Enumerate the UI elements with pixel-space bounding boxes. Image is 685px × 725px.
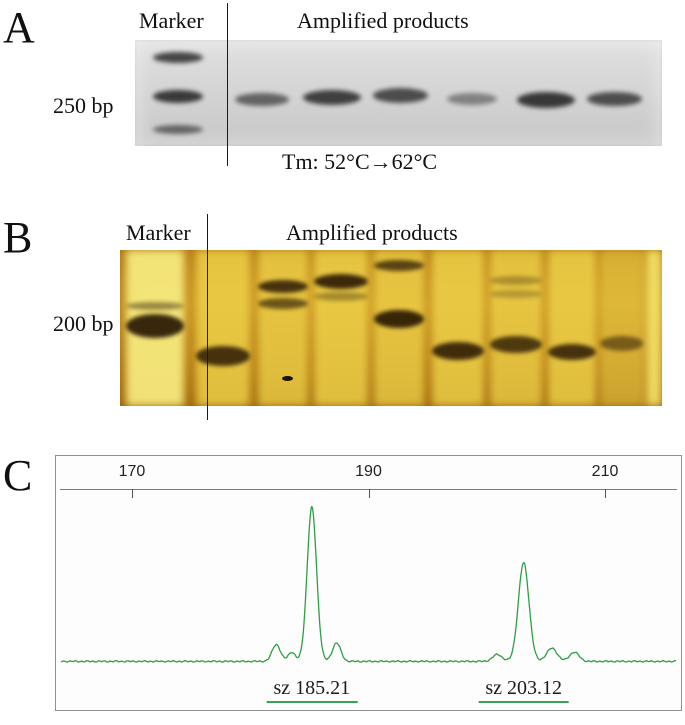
peak-size-label: sz 185.21 bbox=[266, 677, 358, 703]
gel-band bbox=[587, 92, 642, 106]
x-axis-tick-label: 170 bbox=[118, 463, 146, 480]
gel-lane-streak bbox=[490, 250, 542, 406]
x-axis-tick bbox=[605, 489, 607, 498]
gel-band bbox=[235, 93, 289, 106]
gel-band bbox=[432, 342, 484, 360]
x-axis-tick bbox=[131, 489, 133, 498]
gel-band bbox=[447, 93, 497, 105]
gel-band bbox=[490, 336, 542, 353]
electropherogram-chart: 170 190 210 sz 185.21 sz 203.12 bbox=[55, 455, 682, 711]
gel-band bbox=[258, 298, 308, 309]
gel-band bbox=[374, 260, 424, 271]
panel-a-products-label: Amplified products bbox=[297, 8, 469, 33]
panel-a-caption: Tm: 52°C→62°C bbox=[282, 149, 438, 174]
gel-band bbox=[314, 274, 368, 289]
gel-lane-streak bbox=[432, 250, 484, 406]
gel-band bbox=[314, 292, 368, 301]
panel-b-size-label: 200 bp bbox=[53, 311, 114, 336]
gel-band bbox=[548, 344, 596, 360]
x-axis-tick bbox=[368, 489, 370, 498]
panel-b-products-label: Amplified products bbox=[286, 220, 458, 245]
electropherogram-trace bbox=[60, 505, 677, 663]
panel-c-letter: C bbox=[3, 451, 33, 500]
panel-a-letter: A bbox=[3, 3, 35, 52]
gel-band bbox=[517, 92, 575, 108]
gel-band bbox=[196, 346, 250, 366]
gel-band bbox=[303, 90, 361, 105]
gel-speck bbox=[282, 376, 293, 381]
gel-band bbox=[374, 310, 424, 328]
gel-lane-streak bbox=[600, 250, 644, 406]
panel-b-gel-image bbox=[120, 250, 662, 406]
gel-lane-streak bbox=[258, 250, 308, 406]
panel-a-lane-divider bbox=[227, 3, 228, 166]
gel-band bbox=[153, 125, 203, 134]
panel-b-lane-divider bbox=[207, 214, 208, 420]
panel-a-marker-label: Marker bbox=[139, 8, 204, 33]
gel-lane-streak bbox=[646, 250, 662, 406]
gel-lane-streak bbox=[196, 250, 250, 406]
panel-a-gel-image bbox=[135, 40, 662, 146]
gel-lane-streak bbox=[548, 250, 596, 406]
gel-band bbox=[490, 276, 542, 285]
gel-band bbox=[153, 52, 203, 63]
x-axis-tick-label: 210 bbox=[591, 463, 619, 480]
gel-band bbox=[126, 314, 184, 338]
panel-a-size-label: 250 bp bbox=[53, 93, 114, 118]
gel-band bbox=[258, 280, 308, 293]
gel-band bbox=[373, 88, 428, 103]
gel-band bbox=[490, 290, 542, 298]
gel-band bbox=[153, 90, 203, 103]
gel-lane-streak bbox=[374, 250, 424, 406]
panel-b-letter: B bbox=[3, 213, 33, 262]
gel-band bbox=[126, 302, 184, 310]
gel-band bbox=[600, 336, 644, 351]
panel-b-marker-label: Marker bbox=[126, 220, 191, 245]
x-axis-tick-label: 190 bbox=[355, 463, 382, 480]
peak-size-label: sz 203.12 bbox=[478, 677, 569, 703]
